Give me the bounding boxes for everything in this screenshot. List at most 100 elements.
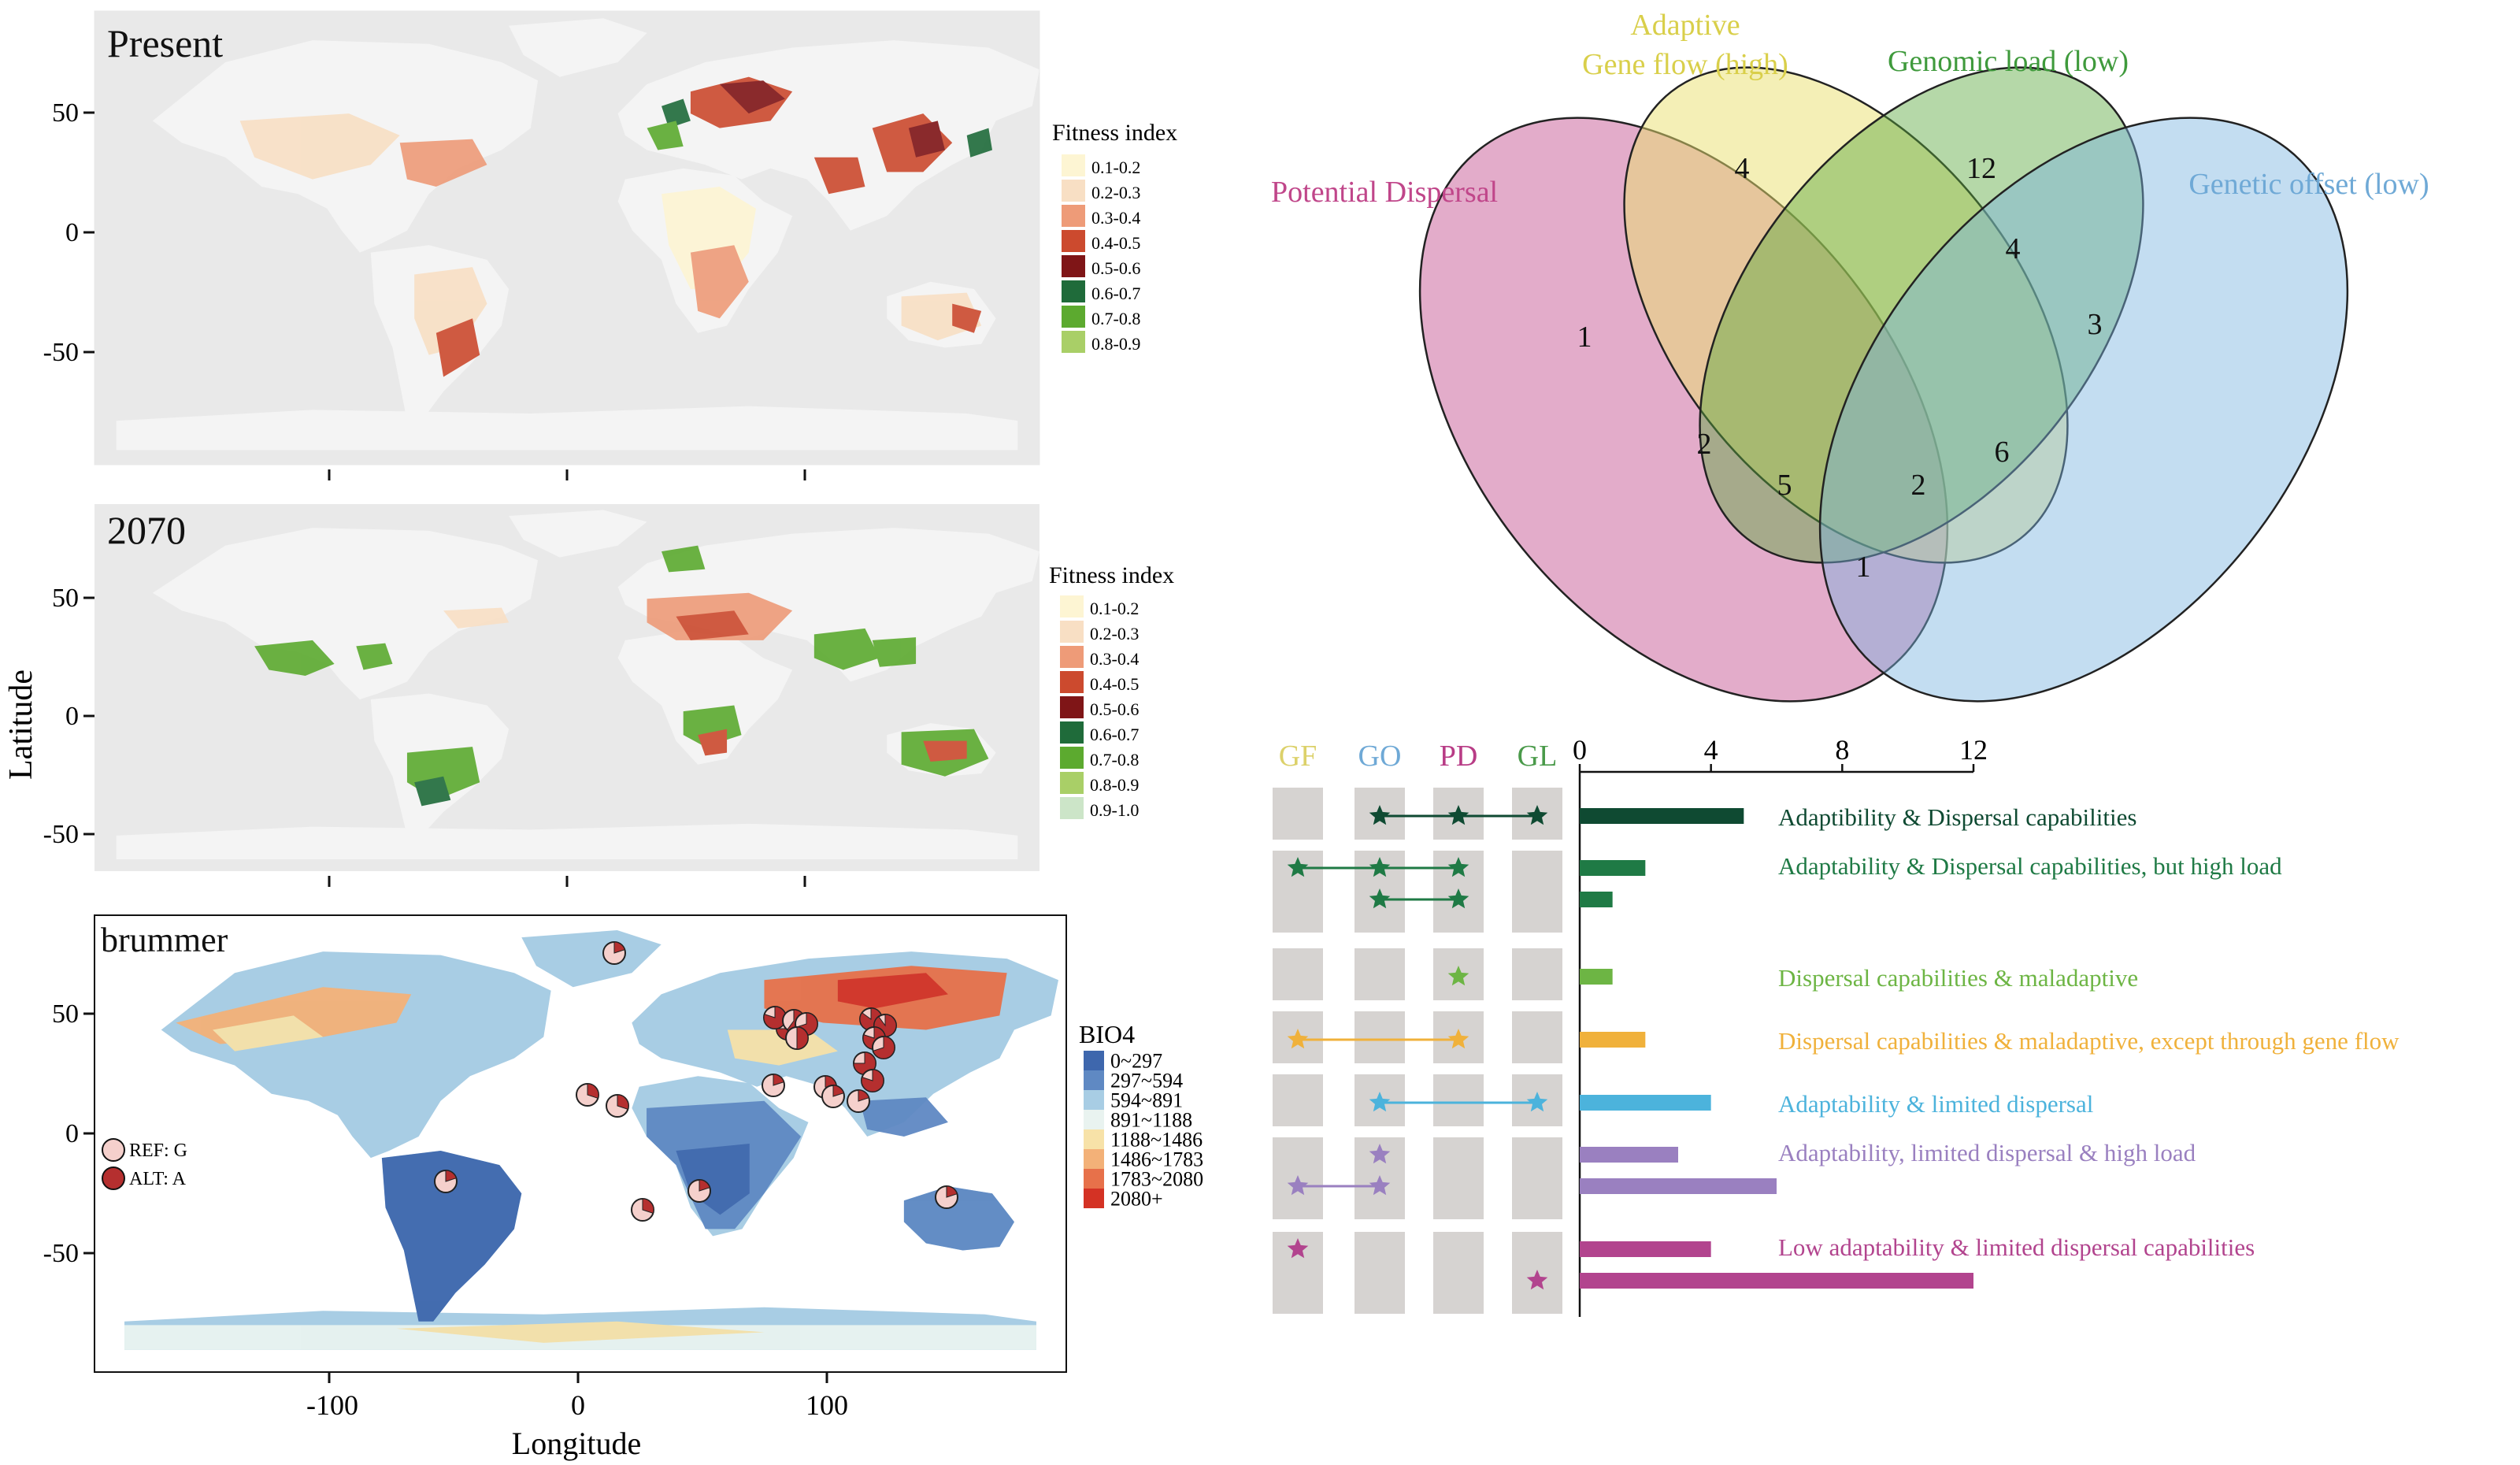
legend-bio4-item-swatch xyxy=(1084,1070,1104,1090)
legend-2070-item-label: 0.7-0.8 xyxy=(1090,750,1139,770)
upset-column-box xyxy=(1354,1232,1405,1314)
legend-bio4-title: BIO4 xyxy=(1079,1020,1135,1048)
legend-2070-item-swatch xyxy=(1060,797,1084,819)
upset-column-label: GO xyxy=(1358,740,1402,773)
legend-present-item-label: 0.7-0.8 xyxy=(1091,309,1140,328)
legend-2070-item-swatch xyxy=(1060,595,1084,618)
legend-2070-item-label: 0.1-0.2 xyxy=(1090,599,1139,618)
legend-present-item-label: 0.2-0.3 xyxy=(1091,183,1140,202)
latitude-ticks: 50 0 -50 50 0 -50 50 0 -50 xyxy=(43,98,79,1268)
legend-2070-item-swatch xyxy=(1060,747,1084,769)
legend-present-item-swatch xyxy=(1062,205,1085,227)
upset-star-marker xyxy=(1447,805,1469,825)
legend-2070-item-swatch xyxy=(1060,621,1084,643)
upset-column-box xyxy=(1354,1011,1405,1063)
upset-star-marker xyxy=(1526,1270,1548,1290)
legend-present-item-swatch xyxy=(1062,280,1085,302)
upset-star-marker xyxy=(1526,1092,1548,1112)
venn-label-genomic-load: Genomic load (low) xyxy=(1888,45,2129,78)
allele-pie-alt-slice xyxy=(642,1198,654,1214)
legend-2070-item-label: 0.9-1.0 xyxy=(1090,800,1139,820)
legend-present-item-swatch xyxy=(1062,306,1085,328)
legend-bio4-item-label: 297~594 xyxy=(1110,1069,1183,1092)
venn-count-pd-only: 1 xyxy=(1577,321,1592,354)
venn-count-all: 5 xyxy=(1777,469,1792,502)
legend-2070-item-label: 0.5-0.6 xyxy=(1090,699,1139,719)
legend-2070-item-label: 0.3-0.4 xyxy=(1090,649,1139,669)
upset-bar xyxy=(1580,892,1613,907)
axis-label-longitude: Longitude xyxy=(512,1426,641,1461)
venn-diagram: Potential Dispersal Adaptive Gene flow (… xyxy=(1271,9,2429,703)
legend-bio4-item-swatch xyxy=(1084,1169,1104,1189)
longitude-ticks: -100 0 100 xyxy=(306,1389,848,1421)
lon-tick-100: 100 xyxy=(806,1389,848,1421)
upset-star-marker xyxy=(1369,1144,1391,1164)
venn-set-genomic-load xyxy=(1699,66,2144,564)
allele-pie-alt-slice xyxy=(763,1006,787,1029)
allele-pie-alt-slice xyxy=(832,1085,844,1097)
upset-column-label: GL xyxy=(1518,740,1558,773)
upset-group-label: Adaptibility & Dispersal capabilities xyxy=(1778,803,2136,831)
legend-present-item-swatch xyxy=(1062,154,1085,176)
upset-group-label: Adaptability & Dispersal capabilities, b… xyxy=(1778,852,2282,880)
upset-star-marker xyxy=(1447,1029,1469,1049)
legend-present-item-label: 0.5-0.6 xyxy=(1091,258,1140,278)
legend-bio4-item-swatch xyxy=(1084,1051,1104,1070)
upset-bar xyxy=(1580,1178,1777,1194)
venn-label-gene-flow: Gene flow (high) xyxy=(1582,48,1788,81)
map-panel-2070: 2070 xyxy=(94,504,1040,871)
upset-chart: GF GO PD GL 0 4 8 12 Adaptibility & Dispersal … xyxy=(1273,734,2400,1317)
legend-bio4-item-label: 891~1188 xyxy=(1110,1108,1192,1131)
venn-count-gf-gl: 12 xyxy=(1966,152,1996,185)
venn-count-pd-go: 1 xyxy=(1856,551,1871,584)
legend-2070: Fitness index 0.1-0.2 0.2-0.3 0.3-0.4 0.4-0… xyxy=(1049,562,1174,820)
venn-set-genetic-offset xyxy=(1818,117,2349,703)
allele-pie-alt-slice xyxy=(587,1083,599,1099)
upset-column-box xyxy=(1512,851,1562,933)
legend-2070-item-swatch xyxy=(1060,772,1084,794)
upset-bar xyxy=(1580,969,1613,985)
allele-pie-alt-slice xyxy=(699,1179,710,1192)
upset-star-marker xyxy=(1369,888,1391,909)
upset-column-label: GF xyxy=(1279,740,1317,773)
axis-label-latitude: Latitude xyxy=(3,669,39,780)
upset-column-box xyxy=(1273,1074,1323,1126)
ref-allele-swatch xyxy=(102,1138,125,1162)
lat-tick-present-0: 0 xyxy=(65,218,79,247)
upset-star-marker xyxy=(1369,805,1391,825)
upset-column-box xyxy=(1433,1232,1484,1314)
upset-group-label: Adaptability & limited dispersal xyxy=(1778,1090,2093,1118)
allele-pie-alt-slice xyxy=(873,1036,895,1059)
upset-star-marker xyxy=(1369,1175,1391,1196)
upset-column-box xyxy=(1273,948,1323,1000)
alt-allele-swatch xyxy=(102,1166,125,1190)
legend-bio4: BIO4 0~297297~594594~891891~11881188~148… xyxy=(1079,1020,1203,1210)
legend-2070-item-label: 0.8-0.9 xyxy=(1090,775,1139,795)
upset-axis-tick-label: 4 xyxy=(1704,734,1718,766)
allele-pie-alt-slice xyxy=(613,941,625,954)
legend-bio4-item-swatch xyxy=(1084,1090,1104,1110)
allele-pie-alt-slice xyxy=(773,1074,784,1086)
map-title-present: Present xyxy=(107,21,223,65)
upset-column-box xyxy=(1273,788,1323,840)
legend-present-item-label: 0.6-0.7 xyxy=(1091,284,1140,303)
upset-column-box xyxy=(1512,1137,1562,1219)
legend-present-item-label: 0.8-0.9 xyxy=(1091,334,1140,354)
venn-label-potential-dispersal: Potential Dispersal xyxy=(1271,176,1498,209)
upset-star-marker xyxy=(1447,966,1469,986)
legend-present-item-swatch xyxy=(1062,255,1085,277)
lat-tick-brummer-50: 50 xyxy=(52,1000,79,1029)
legend-2070-item-swatch xyxy=(1060,696,1084,718)
allele-legend: REF: G ALT: A xyxy=(102,1138,187,1190)
venn-count-gf-only: 4 xyxy=(1735,152,1750,185)
legend-present: Fitness index 0.1-0.2 0.2-0.3 0.3-0.4 0.4-0… xyxy=(1052,120,1177,354)
allele-pie-alt-slice xyxy=(946,1185,958,1198)
upset-group-label: Adaptability, limited dispersal & high l… xyxy=(1778,1139,2196,1166)
legend-bio4-item-swatch xyxy=(1084,1189,1104,1208)
upset-star-marker xyxy=(1447,888,1469,909)
map-title-2070: 2070 xyxy=(107,508,186,552)
allele-pie-alt-slice xyxy=(861,1069,884,1092)
upset-axis-tick-label: 0 xyxy=(1573,734,1587,766)
upset-bar xyxy=(1580,860,1646,876)
upset-column-box xyxy=(1433,1137,1484,1219)
